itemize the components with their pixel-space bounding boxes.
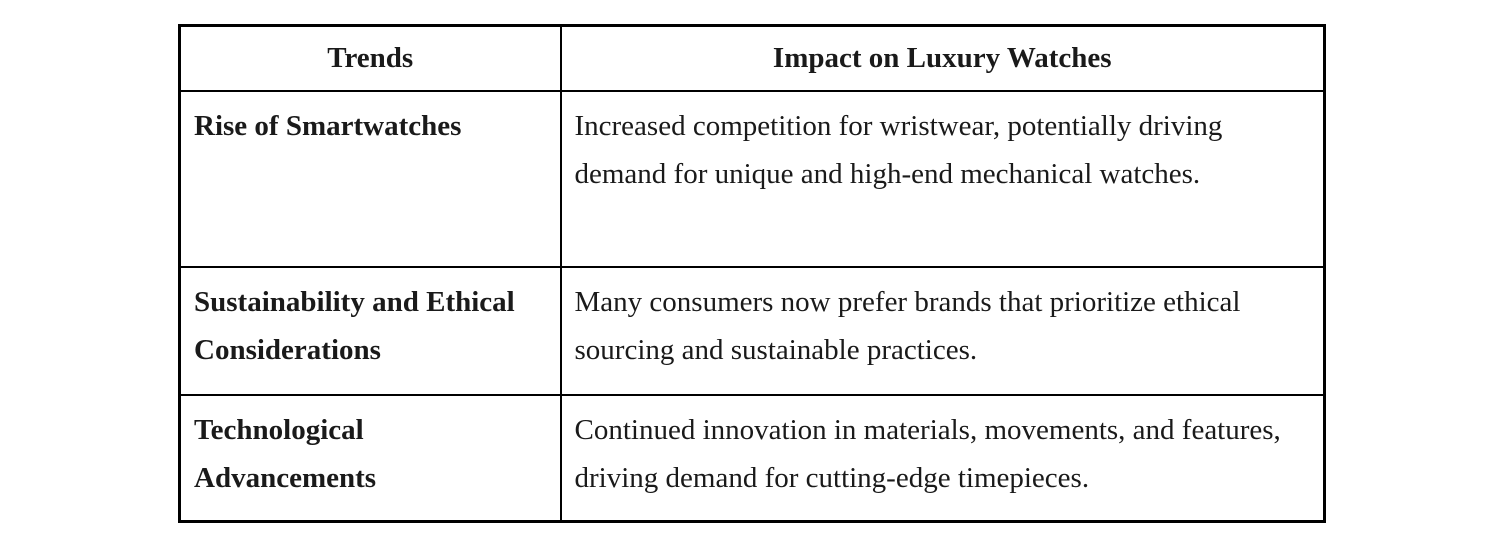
table-header: Trends Impact on Luxury Watches — [178, 24, 1326, 92]
table-row: Technological Advancements Continued inn… — [178, 393, 1326, 523]
impact-cell-smartwatches: Increased competition for wristwear, pot… — [559, 89, 1326, 268]
impact-cell-technology: Continued innovation in materials, movem… — [559, 393, 1326, 523]
column-header-trends: Trends — [178, 24, 562, 92]
table-row: Sustainability and Ethical Consideration… — [178, 265, 1326, 396]
header-row: Trends Impact on Luxury Watches — [178, 24, 1326, 92]
trends-impact-table: Trends Impact on Luxury Watches Rise of … — [178, 24, 1326, 523]
column-header-impact: Impact on Luxury Watches — [559, 24, 1326, 92]
table-body: Rise of Smartwatches Increased competiti… — [178, 89, 1326, 523]
trend-cell-smartwatches: Rise of Smartwatches — [178, 89, 562, 268]
table-row: Rise of Smartwatches Increased competiti… — [178, 89, 1326, 268]
trend-cell-technology: Technological Advancements — [178, 393, 562, 523]
trend-cell-sustainability: Sustainability and Ethical Consideration… — [178, 265, 562, 396]
trends-table-container: Trends Impact on Luxury Watches Rise of … — [178, 24, 1326, 523]
impact-cell-sustainability: Many consumers now prefer brands that pr… — [559, 265, 1326, 396]
